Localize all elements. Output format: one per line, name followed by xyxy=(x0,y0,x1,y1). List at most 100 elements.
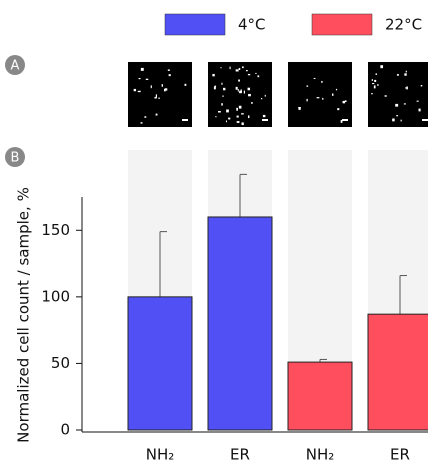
cell-dot xyxy=(242,66,244,68)
cell-dot xyxy=(299,107,301,110)
cell-dot xyxy=(141,122,143,123)
legend-swatch xyxy=(165,14,225,35)
cell-dot xyxy=(239,68,241,70)
cell-dot xyxy=(223,88,225,90)
cell-dot xyxy=(239,91,242,93)
cell-dot xyxy=(396,115,398,116)
cell-dot xyxy=(222,96,224,97)
cell-dot xyxy=(261,98,262,99)
cell-dot xyxy=(241,113,244,114)
micrograph xyxy=(208,62,272,127)
cell-dot xyxy=(238,80,240,82)
chart: A B Normalized cell count / sample, % 4°… xyxy=(0,0,428,469)
cell-dot xyxy=(138,91,141,92)
cell-dot xyxy=(146,79,148,80)
cell-dot xyxy=(168,69,170,70)
cell-dot xyxy=(221,103,222,105)
cell-dot xyxy=(321,81,323,82)
cell-dot xyxy=(246,70,248,71)
cell-dot xyxy=(306,99,307,101)
cell-dot xyxy=(239,106,242,109)
y-tick-label: 0 xyxy=(60,421,70,439)
bar xyxy=(368,314,428,430)
cell-dot xyxy=(226,109,229,112)
cell-dot xyxy=(248,94,251,96)
scale-bar xyxy=(262,119,268,121)
cell-dot xyxy=(158,98,159,99)
cell-dot xyxy=(336,89,337,90)
cell-dot xyxy=(406,71,407,73)
cell-dot xyxy=(385,95,387,96)
cell-dot xyxy=(419,109,421,112)
y-axis-label: Normalized cell count / sample, % xyxy=(15,187,33,443)
cell-dot xyxy=(322,98,323,100)
bar xyxy=(128,297,192,430)
cell-dot xyxy=(377,84,378,86)
cell-dot xyxy=(395,104,398,107)
cell-dot xyxy=(212,74,214,76)
cell-dot xyxy=(237,116,239,118)
x-tick-label: ER xyxy=(390,446,410,464)
cell-dot xyxy=(265,95,266,97)
cell-dot xyxy=(151,85,152,88)
legend-swatch xyxy=(312,14,372,35)
cell-dot xyxy=(242,122,244,125)
cell-dot xyxy=(257,75,259,77)
cell-dot xyxy=(372,79,373,81)
cell-dot xyxy=(371,93,373,94)
cell-dot xyxy=(374,80,376,82)
cell-dot xyxy=(236,108,238,111)
cell-dot xyxy=(406,86,408,89)
y-tick-label: 150 xyxy=(41,221,70,239)
cell-dot xyxy=(220,67,221,68)
micrograph xyxy=(288,62,352,127)
scale-bar xyxy=(182,119,188,121)
cell-dot xyxy=(306,85,308,86)
x-tick-label: NH₂ xyxy=(306,446,335,464)
cell-dot xyxy=(156,94,157,97)
legend-label: 22°C xyxy=(385,16,422,34)
cell-dot xyxy=(139,78,141,79)
cell-dot xyxy=(228,118,230,120)
cell-dot xyxy=(165,88,168,90)
cell-dot xyxy=(156,114,158,116)
cell-dot xyxy=(374,85,376,88)
cell-dot xyxy=(397,74,399,76)
cell-dot xyxy=(248,88,251,91)
cell-dot xyxy=(169,74,171,76)
cell-dot xyxy=(251,102,253,104)
cell-dot xyxy=(230,67,231,69)
cell-dot xyxy=(248,115,249,118)
bar xyxy=(208,217,272,430)
micrograph xyxy=(368,62,428,127)
y-tick-label: 50 xyxy=(51,354,70,372)
cell-dot xyxy=(380,65,383,68)
cell-dot xyxy=(404,103,406,104)
cell-dot xyxy=(392,119,395,122)
x-tick-label: ER xyxy=(230,446,250,464)
panel-label: B xyxy=(11,151,20,166)
y-tick-label: 100 xyxy=(41,287,70,305)
cell-dot xyxy=(184,84,186,86)
cell-dot xyxy=(134,89,136,91)
cell-dot xyxy=(218,111,221,113)
cell-dot xyxy=(317,97,320,98)
cell-dot xyxy=(248,74,250,75)
cell-dot xyxy=(226,120,227,122)
cell-dot xyxy=(237,121,240,123)
cell-dot xyxy=(221,83,222,85)
cell-dot xyxy=(215,116,216,117)
cell-dot xyxy=(144,116,146,117)
cell-dot xyxy=(343,101,346,103)
cell-dot xyxy=(255,73,256,74)
cell-dot xyxy=(404,73,406,75)
cell-dot xyxy=(244,91,245,94)
scale-bar xyxy=(342,119,348,121)
bar xyxy=(288,362,352,430)
cell-dot xyxy=(376,73,377,75)
cell-dot xyxy=(421,85,422,86)
cell-dot xyxy=(263,115,265,117)
cell-dot xyxy=(162,84,163,87)
legend-label: 4°C xyxy=(238,16,266,34)
cell-dot xyxy=(372,83,374,84)
